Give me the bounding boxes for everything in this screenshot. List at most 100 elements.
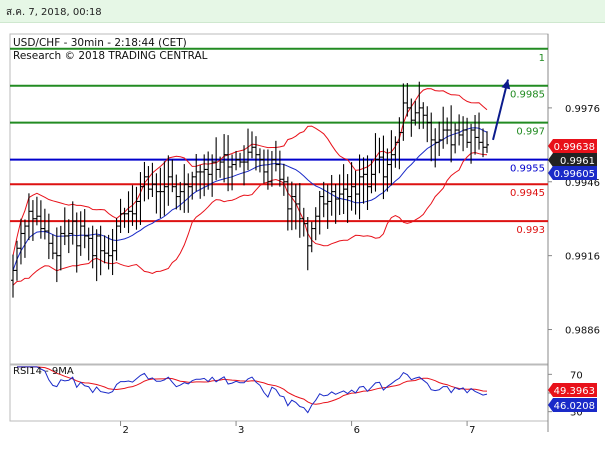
- candle-47: [198, 165, 203, 199]
- forecast-arrow-shaft: [492, 79, 509, 141]
- candle-92: [377, 137, 382, 174]
- rsi-tick-label-2: 30: [570, 408, 583, 419]
- candle-37: [158, 167, 163, 219]
- candle-1: [14, 240, 19, 281]
- candle-96: [393, 136, 398, 168]
- datetime-label: ส.ค. 7, 2018, 00:18: [6, 7, 102, 18]
- candle-58: [242, 145, 247, 186]
- candle-87: [357, 154, 362, 220]
- price-badges: 0.99638 0.9961 0.99605: [548, 139, 597, 180]
- candle-100: [409, 98, 414, 137]
- candle-113: [461, 116, 466, 152]
- candle-84: [345, 174, 350, 223]
- candle-5: [30, 200, 35, 241]
- candle-99: [405, 83, 410, 117]
- rsi-label: RSI14 - 9MA: [13, 366, 74, 377]
- candle-75: [309, 221, 314, 253]
- candle-71: [293, 184, 298, 230]
- candle-52: [218, 156, 223, 178]
- candle-13: [62, 207, 67, 246]
- candle-24: [106, 234, 111, 270]
- forecast-arrow: [492, 79, 511, 141]
- candle-23: [102, 235, 107, 264]
- rsi-badge-label-1: 46.0208: [554, 401, 595, 412]
- price-tick-label-2: 0.9916: [565, 252, 600, 263]
- candle-10: [50, 234, 55, 260]
- price-badge-2: 0.99605: [548, 166, 597, 180]
- candle-63: [261, 149, 266, 184]
- candle-34: [146, 166, 151, 200]
- rsi-badge-label-0: 49.3963: [554, 386, 595, 397]
- time-tick-label-1: 3: [238, 425, 244, 436]
- levels-layer: 1 0.9985 0.997 0.9955 0.9945 0.993: [10, 47, 548, 236]
- time-tick-label-0: 2: [123, 425, 129, 436]
- candle-2: [18, 218, 23, 265]
- price-axis: 0.9976 0.9946 0.9916 0.9886: [548, 104, 600, 337]
- candle-93: [381, 135, 386, 200]
- candle-51: [214, 137, 219, 181]
- candle-27: [118, 198, 123, 234]
- chart-subtitle: Research © 2018 TRADING CENTRAL: [13, 50, 208, 62]
- candle-66: [273, 140, 278, 172]
- candle-73: [301, 207, 306, 237]
- candle-108: [441, 106, 446, 149]
- candle-11: [54, 227, 59, 283]
- price-badge-label-2: 0.99605: [554, 169, 595, 180]
- chart-title: USD/CHF - 30min - 2:18:44 (CET): [13, 37, 187, 49]
- rsi-badge-1: 46.0208: [548, 398, 597, 412]
- rsi-ma-line: [17, 366, 488, 405]
- level-label-1: 0.9985: [510, 90, 545, 101]
- moving-average: [12, 127, 488, 271]
- price-badge-1: 0.9961: [548, 153, 597, 167]
- top-status-bar: ส.ค. 7, 2018, 00:18: [0, 0, 605, 23]
- price-badge-label-1: 0.9961: [560, 156, 595, 167]
- candle-111: [453, 123, 458, 154]
- candle-102: [417, 81, 422, 130]
- rsi-line: [17, 366, 488, 414]
- level-label-5: 0.993: [516, 225, 545, 236]
- candle-103: [421, 102, 426, 129]
- candle-31: [134, 186, 139, 230]
- candle-106: [433, 128, 438, 168]
- candle-17: [78, 211, 83, 256]
- candle-44: [186, 173, 191, 213]
- candle-12: [58, 225, 63, 271]
- bollinger-upper: [12, 88, 488, 256]
- candle-60: [249, 131, 254, 159]
- candle-53: [222, 134, 227, 183]
- candle-36: [154, 173, 159, 214]
- candle-112: [457, 114, 462, 146]
- candle-64: [265, 149, 270, 190]
- candle-43: [182, 164, 187, 213]
- price-badge-label-0: 0.99638: [554, 142, 595, 153]
- candle-6: [34, 196, 39, 226]
- candle-54: [226, 135, 231, 192]
- candle-50: [210, 154, 215, 197]
- candle-57: [238, 152, 243, 168]
- candle-29: [126, 191, 131, 234]
- candle-115: [469, 123, 474, 164]
- candle-61: [253, 136, 258, 171]
- candle-8: [42, 208, 47, 240]
- candle-49: [206, 151, 211, 190]
- candle-74: [305, 216, 310, 271]
- candle-119: [485, 131, 489, 153]
- candle-77: [317, 190, 322, 235]
- candle-78: [321, 181, 326, 218]
- candle-91: [373, 133, 378, 192]
- candle-35: [150, 162, 155, 197]
- candle-70: [289, 181, 294, 231]
- candle-62: [257, 148, 262, 173]
- candle-117: [477, 112, 482, 150]
- candle-105: [429, 112, 434, 162]
- price-tick-label-0: 0.9976: [565, 104, 600, 115]
- candle-98: [401, 83, 406, 141]
- candle-22: [98, 225, 103, 276]
- time-tick-label-3: 7: [469, 425, 475, 436]
- candle-14: [66, 219, 71, 254]
- level-label-0: 1: [539, 53, 545, 64]
- candle-55: [230, 154, 235, 191]
- candle-101: [413, 100, 418, 126]
- candle-68: [281, 163, 286, 196]
